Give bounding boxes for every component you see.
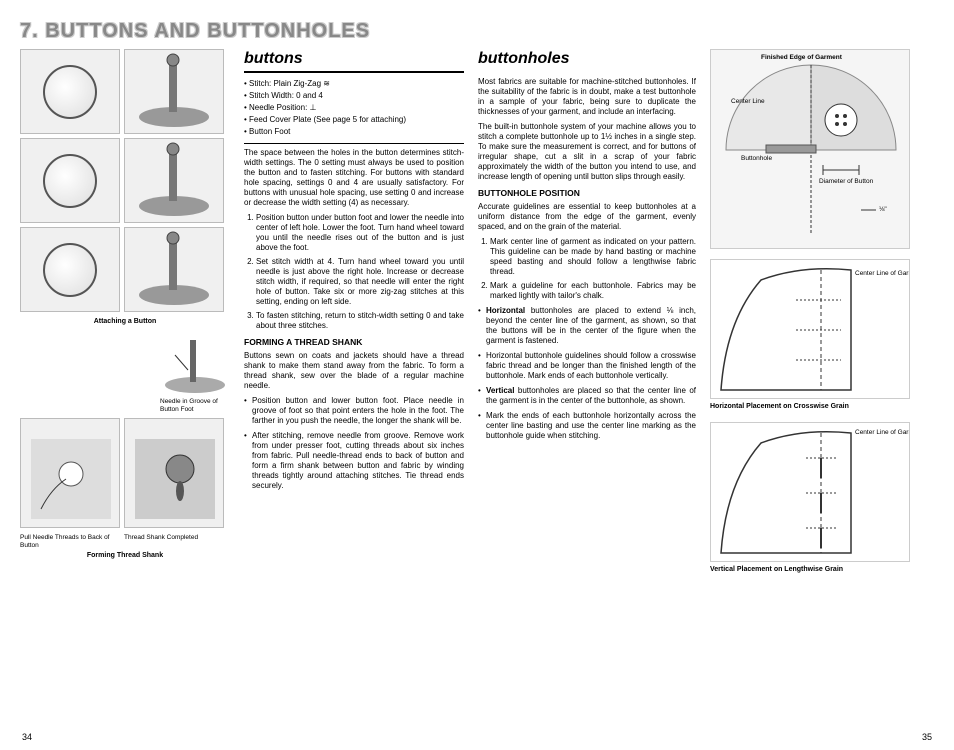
buttons-steps: Position button under button foot and lo… <box>244 213 464 331</box>
setting-item: Button Foot <box>244 127 464 137</box>
step-item: Set stitch width at 4. Turn hand wheel t… <box>256 257 464 307</box>
pull-threads-illustration <box>20 418 120 528</box>
bh-intro-2: The built-in buttonhole system of your m… <box>478 122 696 182</box>
bullet-text: buttonholes are placed so that the cente… <box>486 386 696 405</box>
foot-illustration-1b <box>124 49 224 134</box>
diagram-column: Finished Edge of Garment Center Line But… <box>710 49 910 740</box>
step-item: Mark a guideline for each buttonhole. Fa… <box>490 281 696 301</box>
page-number-right: 35 <box>922 732 932 742</box>
bullet-item: Mark the ends of each buttonhole horizon… <box>478 411 696 441</box>
chapter-title: 7. BUTTONS AND BUTTONHOLES <box>20 20 934 43</box>
setting-item: Needle Position: ⊥ <box>244 103 464 113</box>
lbl-center-line: Center Line <box>731 98 765 106</box>
horizontal-placement-diagram: Center Line of Garment <box>710 259 910 399</box>
setting-item: Stitch Width: 0 and 4 <box>244 91 464 101</box>
buttons-intro: The space between the holes in the butto… <box>244 148 464 208</box>
step-item: Mark center line of garment as indicated… <box>490 237 696 277</box>
caption-horizontal-placement: Horizontal Placement on Crosswise Grain <box>710 403 910 412</box>
vertical-placement-diagram: Center Line of Garment <box>710 422 910 562</box>
caption-pull-threads: Pull Needle Threads to Back of Button <box>20 534 120 550</box>
setting-item: Feed Cover Plate (See page 5 for attachi… <box>244 115 464 125</box>
buttonhole-diagram: Finished Edge of Garment Center Line But… <box>710 49 910 249</box>
page-number-left: 34 <box>22 732 32 742</box>
lbl-center-line-garment-2: Center Line of Garment <box>855 429 905 437</box>
foot-illustration-2b <box>124 138 224 223</box>
caption-vertical-placement: Vertical Placement on Lengthwise Grain <box>710 566 910 575</box>
foot-illustration-3b <box>124 227 224 312</box>
shank-intro: Buttons sewn on coats and jackets should… <box>244 351 464 391</box>
buttons-text-column: buttons Stitch: Plain Zig-Zag ≋ Stitch W… <box>244 49 464 740</box>
bullet-item: Horizontal buttonholes are placed to ext… <box>478 306 696 346</box>
shank-heading: FORMING A THREAD SHANK <box>244 337 464 348</box>
shank-bullets: Position button and lower button foot. P… <box>244 396 464 491</box>
illustration-column: Attaching a Button Needle in Groove of B… <box>20 49 230 740</box>
lbl-buttonhole: Buttonhole <box>741 155 772 163</box>
caption-shank-completed: Thread Shank Completed <box>124 534 224 550</box>
step-item: To fasten stitching, return to stitch-wi… <box>256 311 464 331</box>
step-item: Position button under button foot and lo… <box>256 213 464 253</box>
button-illustration-2a <box>20 138 120 223</box>
bh-intro-1: Most fabrics are suitable for machine-st… <box>478 77 696 117</box>
bullet-item: After stitching, remove needle from groo… <box>244 431 464 491</box>
shank-completed-illustration <box>124 418 224 528</box>
lbl-one-eighth: ⅛" <box>879 206 887 214</box>
caption-needle-groove: Needle in Groove of Button Foot <box>160 398 230 414</box>
lbl-diameter: Diameter of Button <box>819 178 873 186</box>
buttonholes-title: buttonholes <box>478 49 696 71</box>
bullet-item: Horizontal buttonhole guidelines should … <box>478 351 696 381</box>
bullet-item: Position button and lower button foot. P… <box>244 396 464 426</box>
buttons-title: buttons <box>244 49 464 73</box>
settings-list: Stitch: Plain Zig-Zag ≋ Stitch Width: 0 … <box>244 79 464 144</box>
caption-attaching: Attaching a Button <box>20 318 230 327</box>
bullet-item: Vertical buttonholes are placed so that … <box>478 386 696 406</box>
content-area: Attaching a Button Needle in Groove of B… <box>20 49 934 740</box>
buttonholes-text-column: buttonholes Most fabrics are suitable fo… <box>478 49 696 740</box>
button-illustration-3a <box>20 227 120 312</box>
button-illustration-1a <box>20 49 120 134</box>
lbl-center-line-garment: Center Line of Garment <box>855 270 905 278</box>
bh-position-heading: BUTTONHOLE POSITION <box>478 188 696 199</box>
bh-position-steps: Mark center line of garment as indicated… <box>478 237 696 301</box>
caption-forming-shank: Forming Thread Shank <box>20 552 230 561</box>
bh-position-bullets: Horizontal buttonholes are placed to ext… <box>478 306 696 441</box>
bh-position-intro: Accurate guidelines are essential to kee… <box>478 202 696 232</box>
setting-item: Stitch: Plain Zig-Zag ≋ <box>244 79 464 89</box>
needle-groove-sketch <box>160 335 230 395</box>
